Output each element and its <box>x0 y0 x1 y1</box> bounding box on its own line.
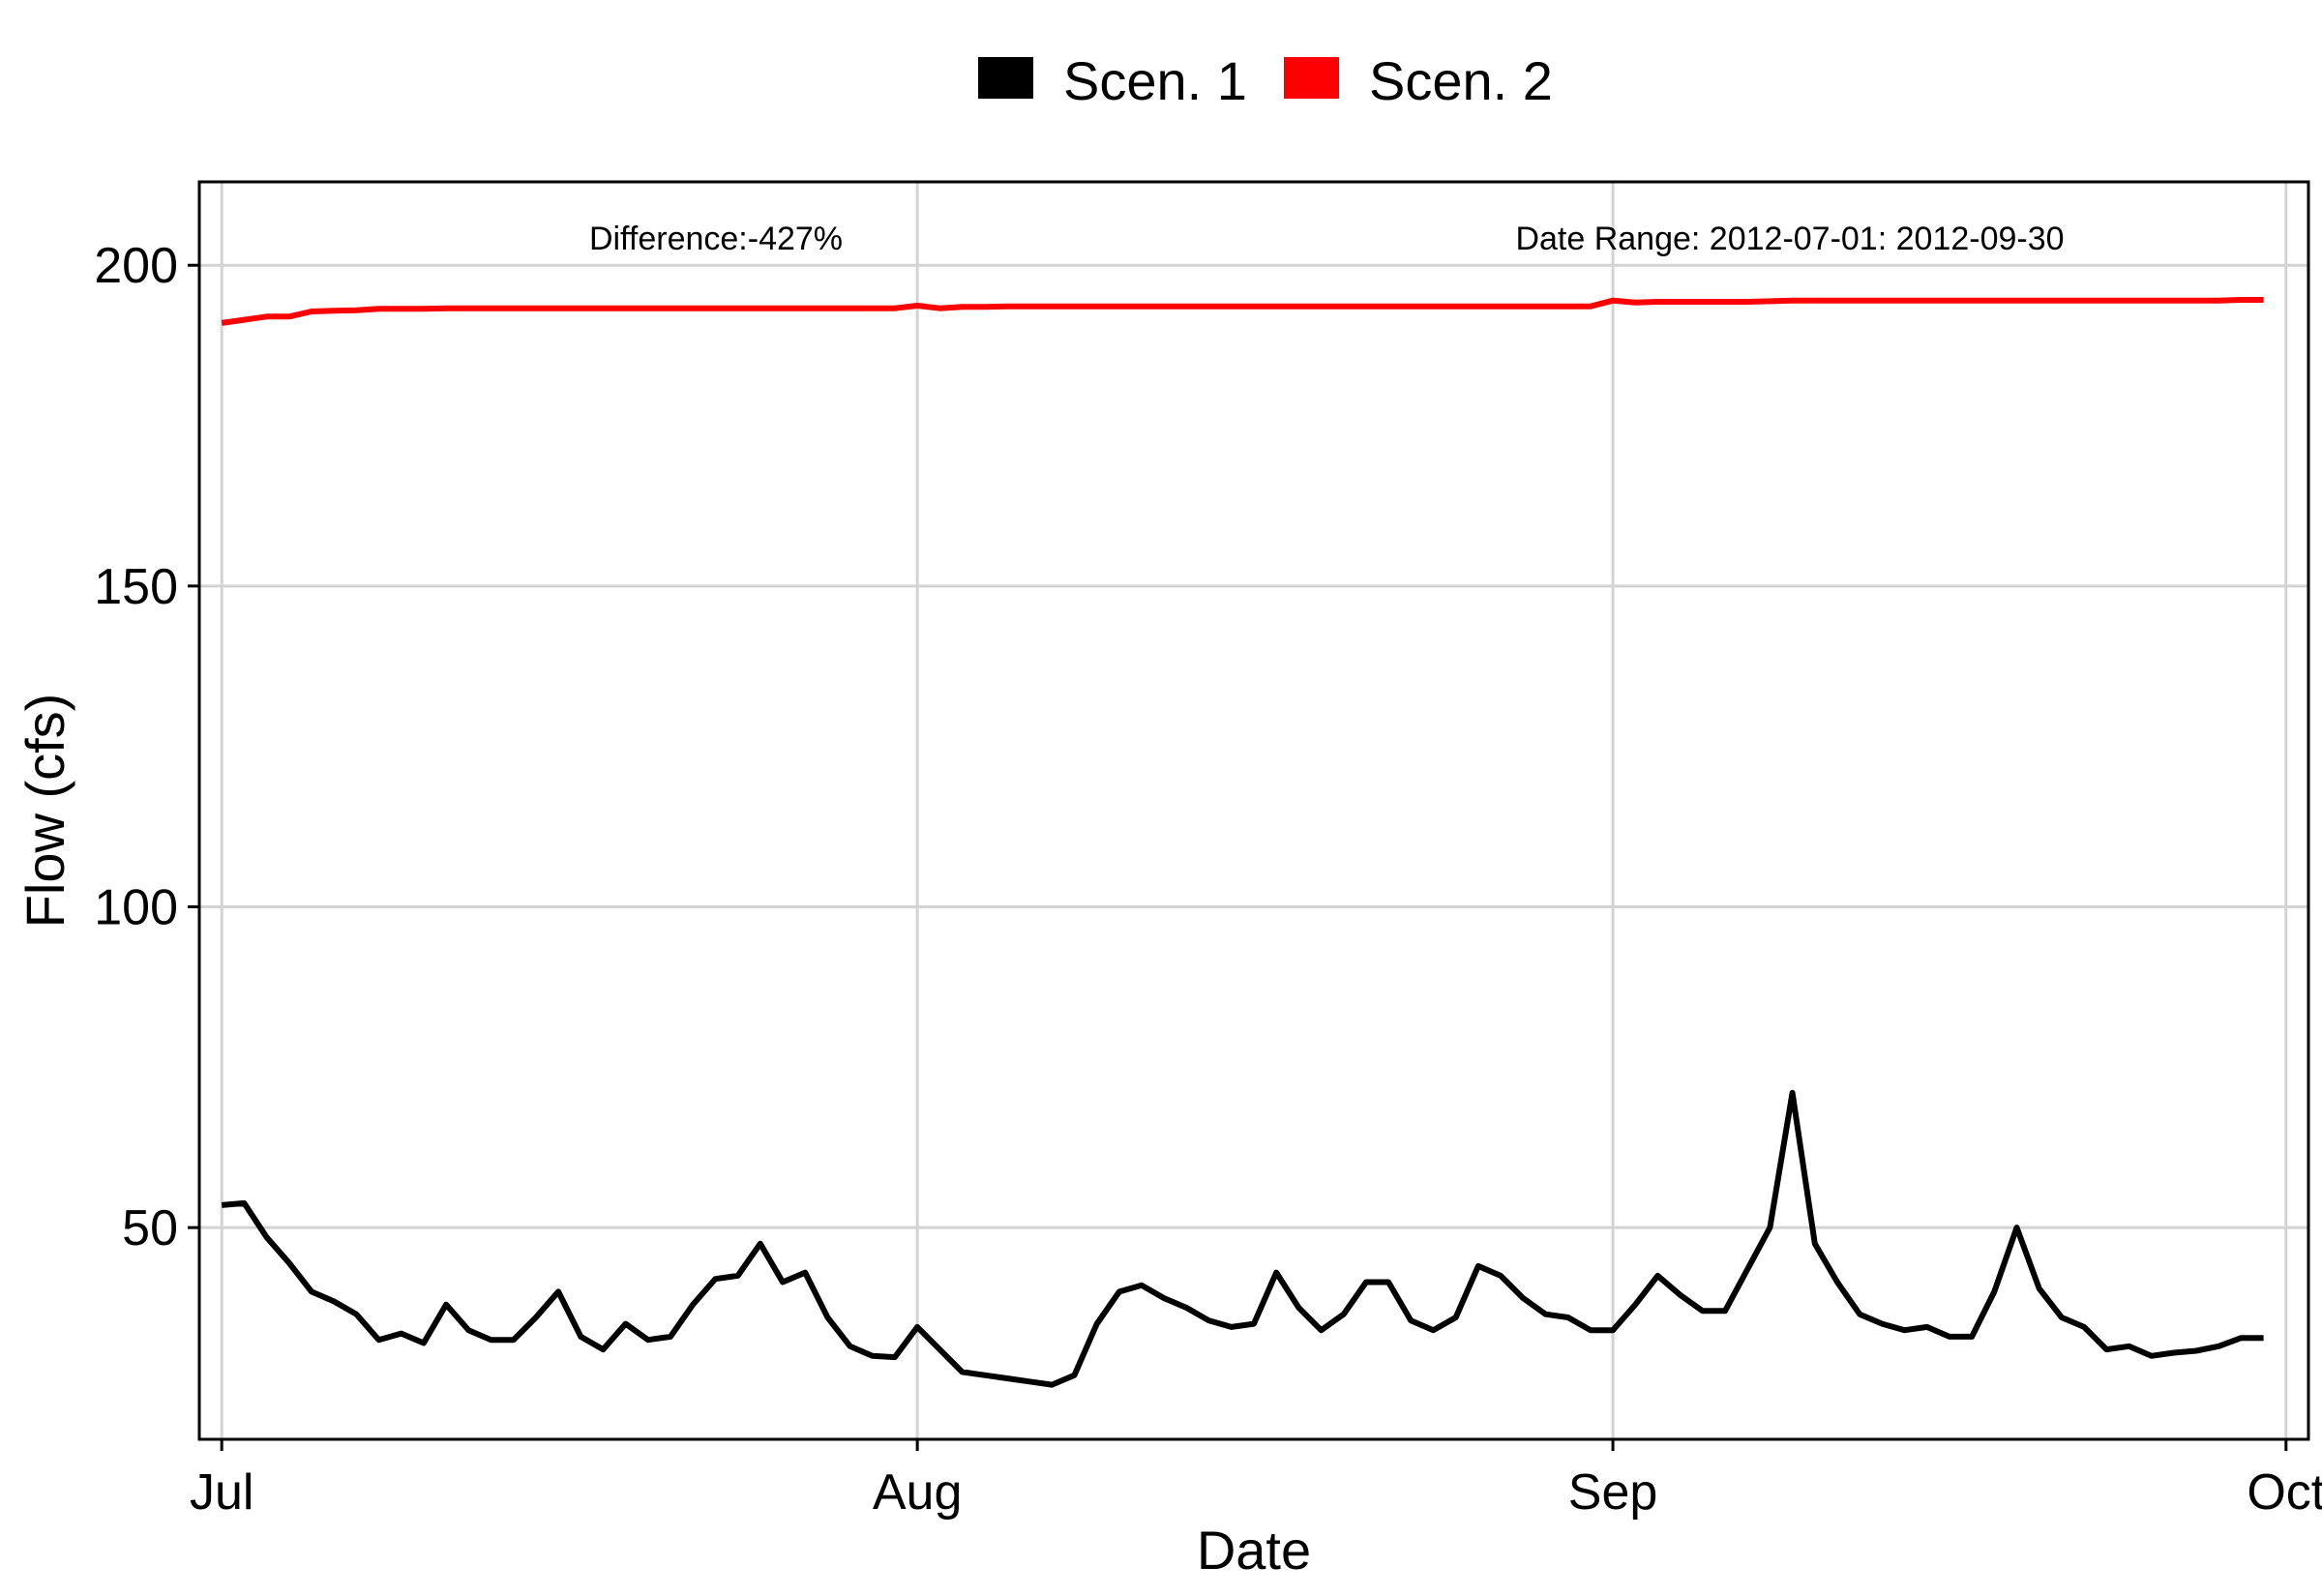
y-axis-title: Flow (cfs) <box>15 694 75 929</box>
plot-panel-border <box>197 180 2310 1441</box>
series-line-scen-1 <box>221 1089 2264 1388</box>
legend: Scen. 1 Scen. 2 <box>978 50 1553 111</box>
legend-label-scen-1: Scen. 1 <box>1063 50 1247 111</box>
x-axis: Jul Aug Sep Oct <box>190 1439 2322 1521</box>
x-axis-title: Date <box>1197 1520 1311 1581</box>
y-tick-label: 100 <box>94 879 178 935</box>
y-tick-label: 150 <box>94 559 178 615</box>
grid-lines <box>199 182 2308 1439</box>
series-line-scen-2 <box>221 297 2264 326</box>
y-tick-label: 50 <box>122 1200 178 1256</box>
y-axis: 50 100 150 200 <box>94 238 199 1256</box>
x-tick-label: Sep <box>1568 1464 1658 1521</box>
legend-key-scen-1 <box>978 57 1033 99</box>
difference-annotation: Difference:-427% <box>589 221 843 257</box>
x-tick-label: Oct <box>2247 1464 2322 1521</box>
x-tick-label: Jul <box>190 1464 253 1521</box>
series-lines <box>221 297 2264 1388</box>
y-tick-label: 200 <box>94 238 178 294</box>
legend-label-scen-2: Scen. 2 <box>1369 50 1553 111</box>
x-tick-label: Aug <box>873 1464 963 1521</box>
date-range-annotation: Date Range: 2012-07-01: 2012-09-30 <box>1515 221 2064 257</box>
legend-key-scen-2 <box>1284 57 1339 99</box>
